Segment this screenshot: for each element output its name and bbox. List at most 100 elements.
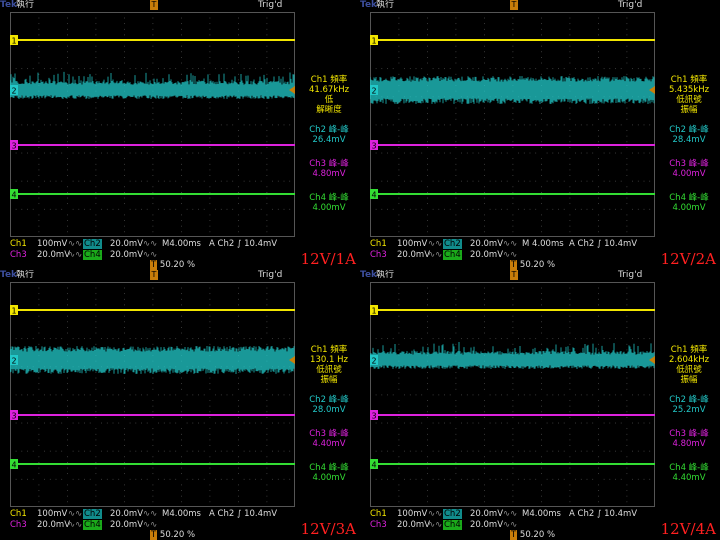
ch1-note-2: 振幅 <box>680 105 698 115</box>
scale-row-2: Ch3 20.0mV ∿∿ Ch4 20.0mV ∿∿ <box>370 250 570 260</box>
ch1-note-2: 振幅 <box>680 375 698 385</box>
svg-text:3: 3 <box>12 412 17 421</box>
ch3-ground-marker[interactable]: 3 <box>10 410 18 421</box>
trigger-position-value: 50.20 % <box>159 530 196 540</box>
svg-text:2: 2 <box>372 87 377 96</box>
trigger-position-value: 50.20 % <box>519 260 556 270</box>
ch3-scale-label: Ch3 <box>10 520 27 530</box>
ch3-volts-div: 20.0mV <box>397 250 431 260</box>
ch1-ground-marker[interactable]: 1 <box>370 35 378 46</box>
ch4-ground-marker[interactable]: 4 <box>10 459 18 470</box>
measurement-readout: Ch1 頻率 130.1 Hz 低訊號 振幅 Ch2 峰-峰 28.0mV Ch… <box>298 345 360 493</box>
bw-icon: ∿∿ <box>503 509 518 519</box>
trigger-t-icon: T <box>510 260 518 270</box>
trigger-level-marker[interactable] <box>289 86 295 94</box>
svg-text:3: 3 <box>12 142 17 151</box>
ch4-pk-pk-value: 4.00mV <box>312 203 346 213</box>
ch1-volts-div: 100mV <box>397 239 428 249</box>
ch4-pk-pk-value: 4.00mV <box>672 203 706 213</box>
ch1-scale-label: Ch1 <box>10 239 27 249</box>
ch3-scale-label: Ch3 <box>370 520 387 530</box>
ch1-note-1: 低訊號 <box>676 95 702 105</box>
ch1-note-1: 低訊號 <box>316 365 342 375</box>
ch4-ground-marker[interactable]: 4 <box>10 189 18 200</box>
bw-icon: ∿∿ <box>143 520 158 530</box>
ch1-ground-marker[interactable]: 1 <box>370 305 378 316</box>
ch3-ground-marker[interactable]: 3 <box>10 140 18 151</box>
load-caption: 12V/2A <box>660 250 716 268</box>
scope-panel-3: Tek 執行 T Trig'd 1 2 3 4 Ch1 頻率 130.1 Hz 低訊號… <box>0 270 360 540</box>
status-bar: Tek 執行 T Trig'd <box>0 0 300 12</box>
brand-logo: Tek <box>0 0 18 10</box>
bw-icon: ∿∿ <box>428 509 443 519</box>
timebase: M4.00ms <box>522 509 561 519</box>
ch4-ground-marker[interactable]: 4 <box>370 189 378 200</box>
ch2-pk-pk-value: 25.2mV <box>672 405 706 415</box>
load-caption: 12V/1A <box>300 250 356 268</box>
bw-icon: ∿∿ <box>68 520 83 530</box>
ch2-ground-marker[interactable]: 2 <box>370 85 378 96</box>
svg-text:2: 2 <box>12 87 17 96</box>
ch2-trace <box>370 341 655 369</box>
svg-text:4: 4 <box>12 461 17 470</box>
ch1-volts-div: 100mV <box>397 509 428 519</box>
ch1-frequency: 130.1 Hz <box>310 355 348 365</box>
svg-text:3: 3 <box>372 412 377 421</box>
trigger-t-icon: T <box>510 530 518 540</box>
ch4-scale-label: Ch4 <box>83 520 102 530</box>
ch3-pk-pk-value: 4.00mV <box>672 169 706 179</box>
svg-text:3: 3 <box>372 142 377 151</box>
ch4-scale-label: Ch4 <box>443 520 462 530</box>
ch3-measure-label: Ch3 峰-峰 <box>309 159 349 169</box>
trigger-status: Trig'd <box>618 0 643 10</box>
ch4-ground-marker[interactable]: 4 <box>370 459 378 470</box>
waveform-screen: 1 2 3 4 <box>10 282 295 507</box>
ch2-pk-pk-value: 26.4mV <box>312 135 346 145</box>
trigger-level-marker[interactable] <box>289 356 295 364</box>
trigger-t-icon: T <box>150 260 158 270</box>
svg-text:1: 1 <box>372 37 377 46</box>
trigger-level-marker[interactable] <box>649 86 655 94</box>
ch1-scale-label: Ch1 <box>10 509 27 519</box>
trigger-position: T 50.20 % <box>510 530 555 540</box>
ch1-ground-marker[interactable]: 1 <box>10 305 18 316</box>
ch1-measure-label: Ch1 頻率 <box>310 75 348 85</box>
ch3-volts-div: 20.0mV <box>397 520 431 530</box>
trigger-status: Trig'd <box>258 270 283 280</box>
ch1-note-2: 振幅 <box>320 375 338 385</box>
ch4-measure-label: Ch4 峰-峰 <box>309 463 349 473</box>
svg-text:4: 4 <box>372 461 377 470</box>
bw-icon: ∿∿ <box>68 250 83 260</box>
ch4-volts-div: 20.0mV <box>110 250 144 260</box>
svg-text:4: 4 <box>12 191 17 200</box>
ch2-ground-marker[interactable]: 2 <box>10 355 18 366</box>
bw-icon: ∿∿ <box>143 239 158 249</box>
ch2-volts-div: 20.0mV <box>470 509 504 519</box>
svg-text:1: 1 <box>12 307 17 316</box>
timebase: M4.00ms <box>162 509 201 519</box>
scale-row-2: Ch3 20.0mV ∿∿ Ch4 20.0mV ∿∿ <box>10 520 210 530</box>
ch3-ground-marker[interactable]: 3 <box>370 140 378 151</box>
ch4-measure-label: Ch4 峰-峰 <box>669 193 709 203</box>
waveform-screen: 1 2 3 4 <box>370 12 655 237</box>
bw-icon: ∿∿ <box>68 239 83 249</box>
ch3-volts-div: 20.0mV <box>37 250 71 260</box>
ch2-scale-label: Ch2 <box>83 509 102 519</box>
ch2-scale-label: Ch2 <box>83 239 102 249</box>
ch4-pk-pk-value: 4.40mV <box>672 473 706 483</box>
scope-panel-2: Tek 執行 T Trig'd 1 2 3 4 Ch1 頻率 5.435kHz 低訊號… <box>360 0 720 270</box>
trigger-position-marker: T <box>150 270 158 280</box>
ch1-ground-marker[interactable]: 1 <box>10 35 18 46</box>
trigger-position-value: 50.20 % <box>519 530 556 540</box>
ch2-trace <box>370 76 655 104</box>
ch2-ground-marker[interactable]: 2 <box>10 85 18 96</box>
ch3-ground-marker[interactable]: 3 <box>370 410 378 421</box>
scale-row-1: Ch1 100mV ∿∿ Ch2 20.0mV ∿∿ M4.00ms A Ch2… <box>10 509 300 519</box>
measurement-readout: Ch1 頻率 2.604kHz 低訊號 振幅 Ch2 峰-峰 25.2mV Ch… <box>658 345 720 493</box>
ch2-ground-marker[interactable]: 2 <box>370 355 378 366</box>
trigger-level-marker[interactable] <box>649 356 655 364</box>
trigger-t-icon: T <box>150 530 158 540</box>
scale-row-1: Ch1 100mV ∿∿ Ch2 20.0mV ∿∿ M4.00ms A Ch2… <box>10 239 300 249</box>
ch3-measure-label: Ch3 峰-峰 <box>309 429 349 439</box>
acquisition-state: 執行 <box>16 0 35 10</box>
